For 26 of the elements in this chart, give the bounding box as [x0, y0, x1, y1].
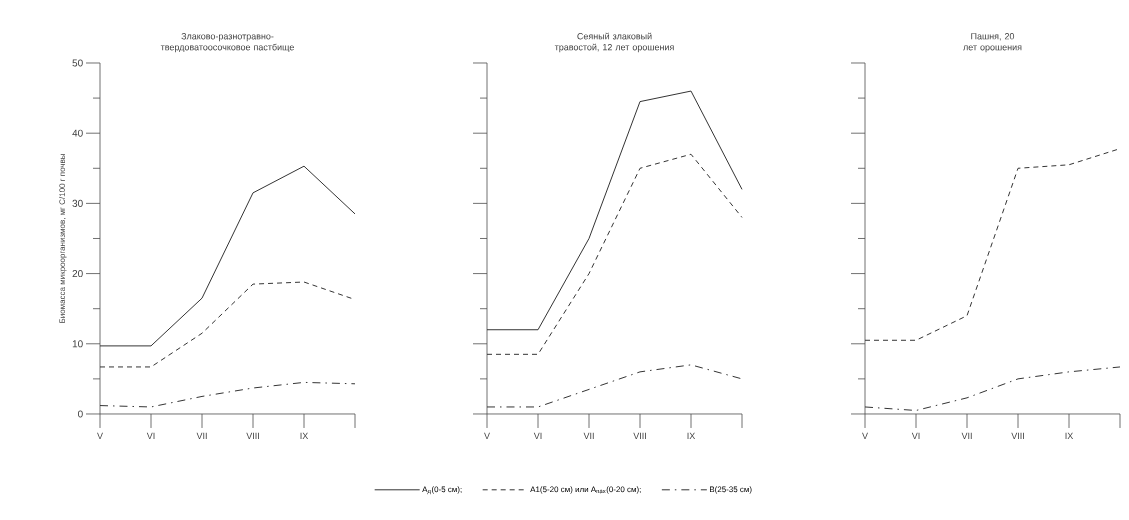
chart-title: Сеяный злаковый травостой, 12 лет орошения: [554, 32, 674, 53]
x-tick-label: VII: [196, 432, 207, 440]
line-series: [99, 381, 356, 408]
y-tick-label: 10: [72, 340, 83, 348]
x-tick-label: VI: [146, 432, 155, 440]
y-tick-label: 0: [78, 410, 83, 418]
x-tick-label: V: [97, 432, 103, 440]
x-tick-label: VII: [583, 432, 594, 440]
y-tick-label: 20: [72, 270, 83, 278]
chart-title: Злаково-разнотравно-твердоватоосочковое пастбище: [160, 33, 294, 53]
line-series: [99, 165, 356, 347]
x-tick-label: VI: [533, 432, 542, 440]
x-tick-label: V: [862, 432, 868, 440]
x-tick-label: V: [484, 432, 490, 440]
chart-title: Пашня, 20 лет орошения: [963, 33, 1022, 53]
x-tick-label: IX: [687, 432, 696, 440]
y-tick-label: 50: [72, 59, 83, 67]
x-tick-label: VIII: [246, 432, 259, 440]
x-tick-label: VIII: [633, 432, 646, 440]
x-tick-label: IX: [300, 432, 309, 440]
x-tick-label: VIII: [1011, 432, 1024, 440]
x-tick-label: VII: [961, 432, 972, 440]
y-tick-label: 40: [72, 129, 83, 137]
y-tick-label: 30: [72, 199, 83, 207]
x-tick-label: VI: [911, 432, 920, 440]
x-tick-label: IX: [1065, 432, 1074, 440]
